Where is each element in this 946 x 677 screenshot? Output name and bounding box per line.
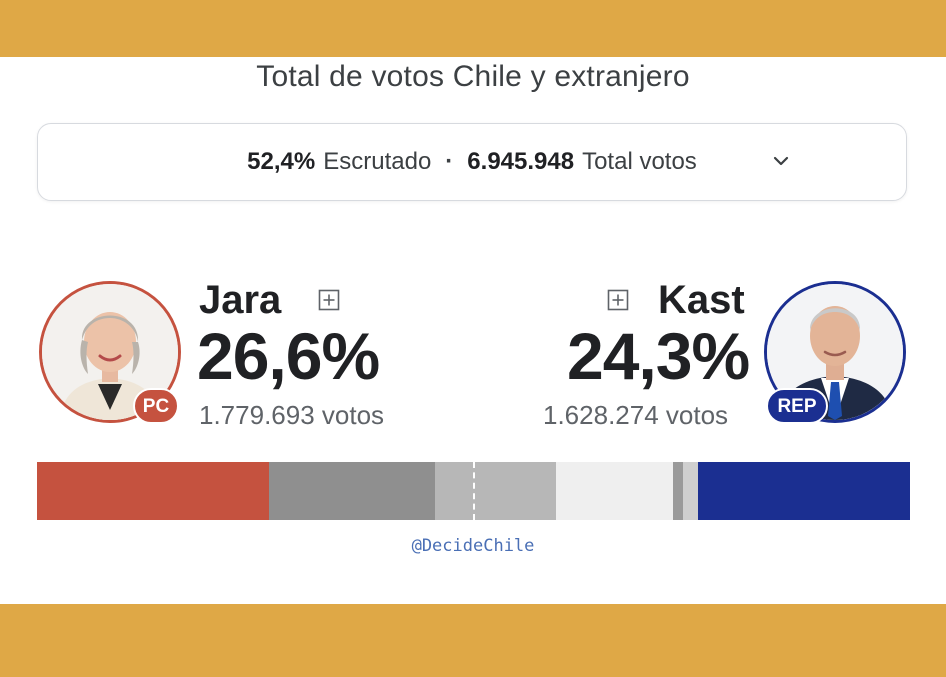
candidate-percent-jara: 26,6% [197, 319, 380, 393]
page-title: Total de votos Chile y extranjero [256, 60, 690, 93]
candidate-votes-kast: 1.628.274 votos [543, 400, 729, 430]
results-bar [37, 462, 910, 520]
results-bar-segment [435, 462, 556, 520]
bottom-banner [0, 604, 946, 677]
source-credit: @DecideChile [411, 536, 535, 556]
candidate-name-jara: Jara [199, 278, 282, 322]
scrutinized-value: 52,4% [247, 148, 316, 175]
results-bar-segment [37, 462, 270, 520]
candidate-percent-kast: 24,3% [567, 319, 750, 393]
top-banner [0, 0, 946, 57]
candidate-name-kast: Kast [658, 278, 745, 322]
summary-card[interactable]: 52,4% Escrutado · 6.945.948 Total votos [37, 123, 907, 201]
candidate-avatar-jara [39, 281, 181, 423]
candidate-votes-jara: 1.779.693 votos [199, 400, 385, 430]
candidate-photo-jara [42, 284, 178, 420]
plus-square-icon[interactable] [318, 289, 340, 311]
results-bar-segment [269, 462, 436, 520]
majority-line [473, 462, 475, 520]
results-bar-segment [697, 462, 910, 520]
plus-square-icon[interactable] [607, 289, 629, 311]
results-bar-segment [672, 462, 683, 520]
chevron-down-icon[interactable] [770, 150, 792, 172]
scrutinized-label: Escrutado [323, 148, 432, 175]
party-badge-rep: REP [766, 388, 828, 424]
party-badge-pc: PC [133, 388, 179, 424]
total-votes-label: Total votos [582, 148, 697, 175]
total-votes-value: 6.945.948 [467, 148, 575, 175]
results-bar-segment [682, 462, 698, 520]
separator-dot: · [445, 148, 454, 175]
results-bar-segment [555, 462, 673, 520]
